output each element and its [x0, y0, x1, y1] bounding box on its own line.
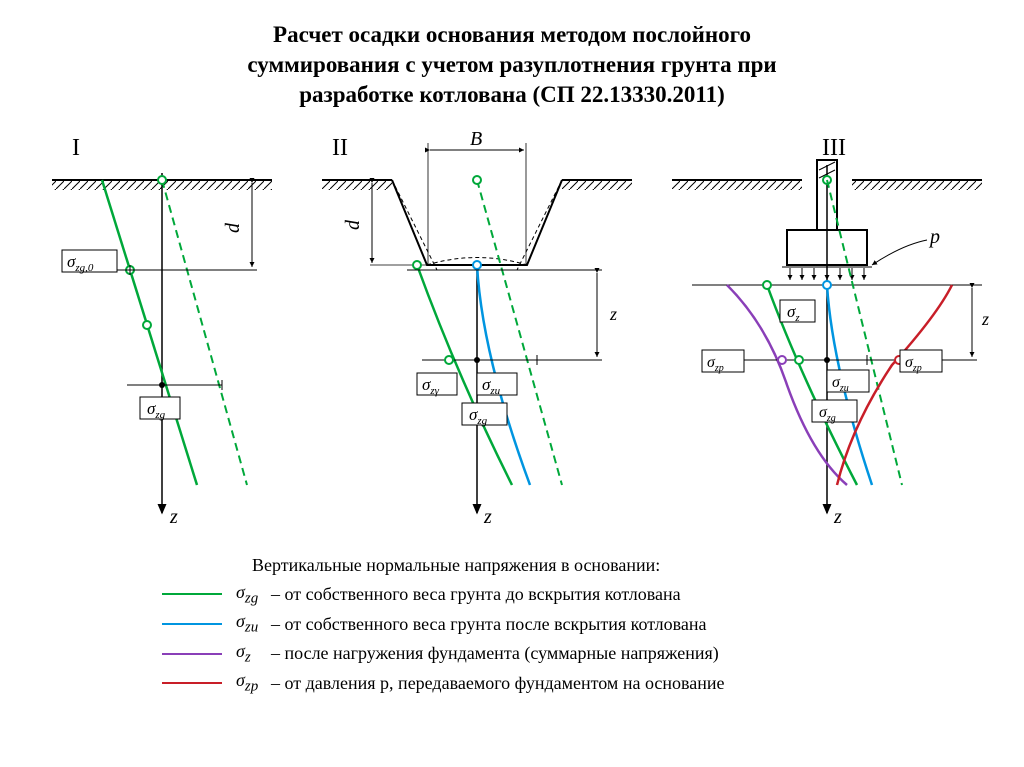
legend-line-purple: [162, 653, 222, 655]
legend-row-4: σzp – от давления p, передаваемого фунда…: [162, 670, 862, 696]
diagram-svg: I z d σzg,0 σzg II B: [32, 125, 992, 535]
title-line2: суммирования с учетом разуплотнения грун…: [247, 52, 776, 77]
legend-text-2: – от собственного веса грунта после вскр…: [271, 614, 862, 635]
legend-sym-2: σzu: [236, 611, 271, 637]
panel-2-label: II: [332, 135, 348, 161]
title-line1: Расчет осадки основания методом послойно…: [273, 22, 751, 47]
panel-1: I z d σzg,0 σzg: [52, 135, 272, 528]
legend-line-red: [162, 682, 222, 684]
panel-3-label: III: [822, 135, 846, 161]
d-label-1: d: [222, 222, 244, 233]
legend-sym-3: σz: [236, 641, 271, 667]
legend-text-3: – после нагружения фундамента (суммарные…: [271, 643, 862, 664]
legend-row-1: σzg – от собственного веса грунта до вск…: [162, 582, 862, 608]
legend-line-green: [162, 593, 222, 595]
z-dim-3: z: [981, 309, 989, 329]
legend-text-4: – от давления p, передаваемого фундамент…: [271, 673, 862, 694]
legend: Вертикальные нормальные напряжения в осн…: [162, 555, 862, 696]
legend-row-2: σzu – от собственного веса грунта после …: [162, 611, 862, 637]
panel-3: III p z z: [672, 135, 989, 528]
legend-row-3: σz – после нагружения фундамента (суммар…: [162, 641, 862, 667]
legend-sym-4: σzp: [236, 670, 271, 696]
legend-sym-1: σzg: [236, 582, 271, 608]
z-axis-1: z: [169, 506, 178, 528]
legend-title: Вертикальные нормальные напряжения в осн…: [252, 555, 862, 576]
p-label: p: [928, 226, 940, 248]
B-label: B: [470, 128, 482, 150]
diagram-container: I z d σzg,0 σzg II B: [32, 125, 992, 540]
z-axis-3: z: [833, 506, 842, 528]
legend-text-1: – от собственного веса грунта до вскрыти…: [271, 584, 862, 605]
page-title: Расчет осадки основания методом послойно…: [62, 20, 962, 110]
legend-line-blue: [162, 623, 222, 625]
z-dim-2: z: [609, 304, 617, 324]
title-line3: разработке котлована (СП 22.13330.2011): [299, 82, 725, 107]
panel-2: II B d z z σzγ σzu: [322, 128, 632, 528]
z-axis-2: z: [483, 506, 492, 528]
panel-1-label: I: [72, 135, 80, 161]
d-label-2: d: [342, 219, 364, 230]
